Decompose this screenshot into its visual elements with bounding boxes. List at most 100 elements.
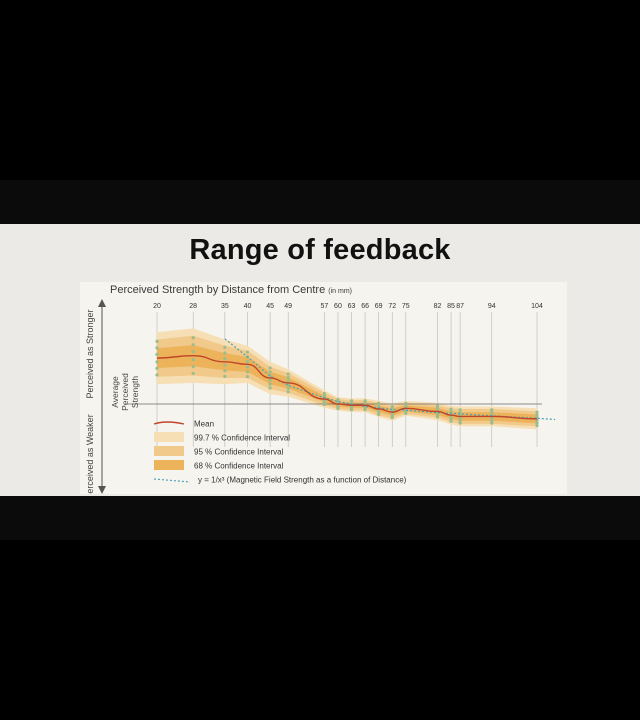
- legend: Mean 99.7 % Confidence Interval 95 % Confi…: [153, 420, 407, 485]
- legend-swatch-reference: [153, 478, 191, 483]
- sample-point-20-3: [155, 352, 159, 356]
- x-tick-label-69: 69: [375, 303, 383, 310]
- x-tick-label-87: 87: [456, 303, 464, 310]
- x-tick-label-40: 40: [244, 303, 252, 310]
- sample-point-85-1: [449, 417, 453, 421]
- sample-point-28-2: [191, 358, 195, 362]
- sample-point-94-4: [490, 410, 494, 414]
- sample-point-87-0: [458, 421, 462, 425]
- sample-point-82-5: [435, 404, 440, 408]
- chart-svg: Perceived as Stronger Perceived as Weaker…: [85, 299, 556, 494]
- sample-point-45-2: [268, 378, 272, 382]
- x-tick-label-45: 45: [266, 303, 274, 310]
- gridlines: [156, 312, 538, 447]
- sample-point-40-2: [245, 365, 250, 369]
- x-tick-label-57: 57: [320, 303, 328, 310]
- sample-point-40-0: [245, 374, 250, 379]
- sample-point-28-1: [191, 364, 195, 369]
- sample-point-28-4: [191, 343, 195, 347]
- x-tick-label-20: 20: [153, 303, 161, 310]
- sample-point-49-3: [286, 379, 290, 383]
- mean-line: [156, 354, 538, 420]
- legend-swatch-mean: [153, 421, 185, 425]
- sample-point-104-0: [535, 423, 539, 428]
- sample-point-45-1: [268, 382, 272, 386]
- sample-point-60-5: [336, 397, 340, 402]
- sample-point-94-1: [490, 418, 494, 423]
- y-axis-arrow-down: [98, 486, 106, 494]
- legend-swatch-1: [154, 432, 184, 442]
- y-label-average-1: Perceived: [120, 373, 130, 411]
- x-tick-label-75: 75: [402, 303, 410, 310]
- sample-point-20-5: [155, 339, 159, 343]
- letterbox-band-top: [0, 180, 640, 224]
- legend-swatch-2: [154, 446, 184, 456]
- chart-panel: Perceived Strength by Distance from Cent…: [80, 282, 567, 494]
- sample-point-72-5: [390, 404, 394, 409]
- sample-point-49-5: [286, 372, 290, 376]
- sample-point-20-2: [155, 360, 159, 364]
- sample-point-35-4: [223, 351, 227, 355]
- sample-point-45-5: [268, 366, 272, 370]
- x-tick-label-49: 49: [284, 303, 292, 310]
- sample-point-45-4: [268, 370, 272, 374]
- x-tick-label-66: 66: [361, 303, 369, 310]
- ci-95-band: [157, 335, 537, 427]
- legend-swatch-3: [154, 460, 184, 470]
- sample-point-49-0: [286, 390, 290, 394]
- sample-point-20-0: [155, 373, 159, 377]
- letterbox-band-bottom: [0, 496, 640, 540]
- sample-point-28-5: [191, 336, 195, 340]
- x-tick-label-28: 28: [189, 303, 197, 310]
- sample-point-20-1: [155, 366, 159, 370]
- sample-point-87-5: [458, 408, 462, 412]
- sample-point-20-4: [155, 346, 159, 350]
- sample-point-49-4: [286, 375, 290, 380]
- sample-point-104-1: [535, 421, 539, 425]
- x-tick-label-94: 94: [488, 303, 496, 310]
- sample-point-35-0: [223, 374, 227, 378]
- x-tick-label-72: 72: [388, 303, 396, 310]
- legend-label-3: 68 % Confidence Interval: [194, 462, 284, 471]
- chart-title: Perceived Strength by Distance from Cent…: [110, 284, 352, 296]
- sample-point-104-5: [535, 410, 539, 414]
- sample-point-45-0: [268, 386, 272, 390]
- sample-point-85-0: [449, 419, 453, 423]
- sample-point-28-0: [191, 371, 195, 376]
- chart-title-text: Perceived Strength by Distance from Cent…: [110, 284, 326, 296]
- chart-title-unit: (in mm): [328, 288, 352, 295]
- sample-point-87-4: [458, 410, 462, 414]
- sample-point-85-4: [449, 409, 453, 414]
- x-tick-label-104: 104: [531, 303, 543, 310]
- y-label-average-0: Average: [110, 376, 120, 408]
- slide-title: Range of feedback: [189, 234, 451, 266]
- sample-point-28-3: [191, 350, 195, 354]
- x-tick-label-35: 35: [221, 303, 229, 310]
- sample-point-66-5: [363, 399, 367, 403]
- sample-point-75-5: [404, 401, 408, 405]
- x-tick-label-85: 85: [447, 303, 455, 310]
- sample-point-69-5: [377, 401, 381, 405]
- y-label-average-2: Strength: [130, 376, 140, 408]
- legend-label-2: 95 % Confidence Interval: [194, 448, 284, 457]
- letterbox-top: [0, 0, 640, 180]
- legend-label-1: 99.7 % Confidence Interval: [194, 434, 290, 443]
- sample-point-40-1: [245, 370, 250, 374]
- legend-label-4: y = 1/x³ (Magnetic Field Strength as a f…: [198, 476, 407, 485]
- sample-point-57-5: [322, 391, 326, 396]
- sample-point-87-1: [458, 418, 462, 423]
- y-label-weaker: Perceived as Weaker: [85, 414, 95, 494]
- sample-point-63-5: [349, 399, 354, 403]
- slide: Range of feedback Perceived Strength by …: [0, 224, 640, 496]
- sample-point-40-3: [245, 359, 250, 364]
- x-tick-label-82: 82: [434, 303, 442, 310]
- x-tick-label-60: 60: [334, 303, 342, 310]
- sample-point-104-4: [535, 413, 539, 417]
- y-label-stronger: Perceived as Stronger: [85, 309, 95, 398]
- sample-point-35-5: [223, 345, 227, 349]
- sample-point-35-3: [223, 357, 227, 361]
- sample-point-49-1: [286, 386, 290, 390]
- sample-point-94-0: [490, 421, 494, 425]
- sample-point-94-5: [490, 408, 494, 412]
- sample-point-35-1: [223, 369, 227, 373]
